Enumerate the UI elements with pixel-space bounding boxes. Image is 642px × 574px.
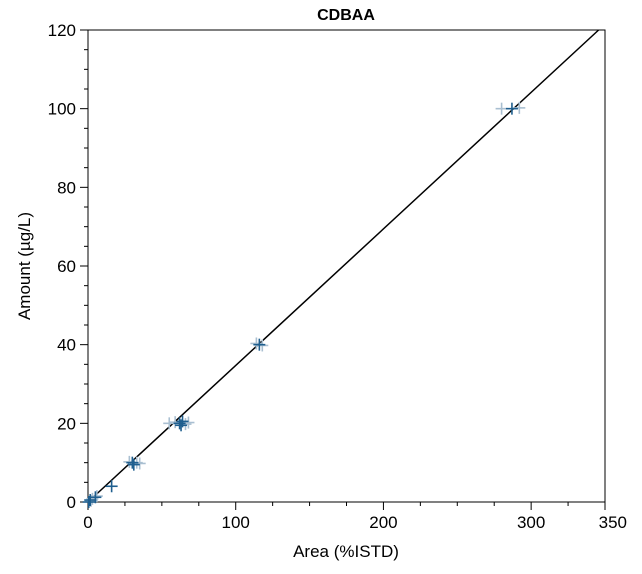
y-tick-label: 0 xyxy=(67,493,76,512)
x-tick-label: 200 xyxy=(369,513,397,532)
data-points xyxy=(82,101,526,508)
y-tick-label: 100 xyxy=(48,100,76,119)
y-axis-title: Amount (µg/L) xyxy=(15,212,34,320)
data-point xyxy=(176,415,189,428)
data-point-faded xyxy=(163,417,176,430)
y-tick-label: 80 xyxy=(57,178,76,197)
data-point xyxy=(173,417,186,430)
data-point xyxy=(84,494,97,507)
x-axis-title: Area (%ISTD) xyxy=(293,542,399,561)
x-tick-label: 0 xyxy=(83,513,92,532)
data-point xyxy=(82,496,95,508)
y-tick-label: 40 xyxy=(57,336,76,355)
data-point xyxy=(127,458,140,471)
axis-ticks xyxy=(80,29,606,510)
data-point xyxy=(89,491,102,504)
y-tick-label: 20 xyxy=(57,414,76,433)
y-tick-label: 120 xyxy=(48,21,76,40)
data-point-faded xyxy=(250,337,263,350)
calibration-fit-line xyxy=(87,29,600,503)
data-point xyxy=(505,102,518,115)
axis-tick-labels: 0 100 200 300 350 0 20 40 60 80 100 120 xyxy=(48,21,627,532)
chart-title: CDBAA xyxy=(317,7,375,24)
data-point xyxy=(105,480,118,493)
data-point-faded xyxy=(90,490,103,503)
x-tick-label: 350 xyxy=(599,513,627,532)
x-tick-label: 300 xyxy=(517,513,545,532)
x-tick-label: 100 xyxy=(222,513,250,532)
data-point xyxy=(126,456,139,469)
data-point-faded xyxy=(495,102,508,115)
y-tick-label: 60 xyxy=(57,257,76,276)
data-point xyxy=(253,338,266,351)
